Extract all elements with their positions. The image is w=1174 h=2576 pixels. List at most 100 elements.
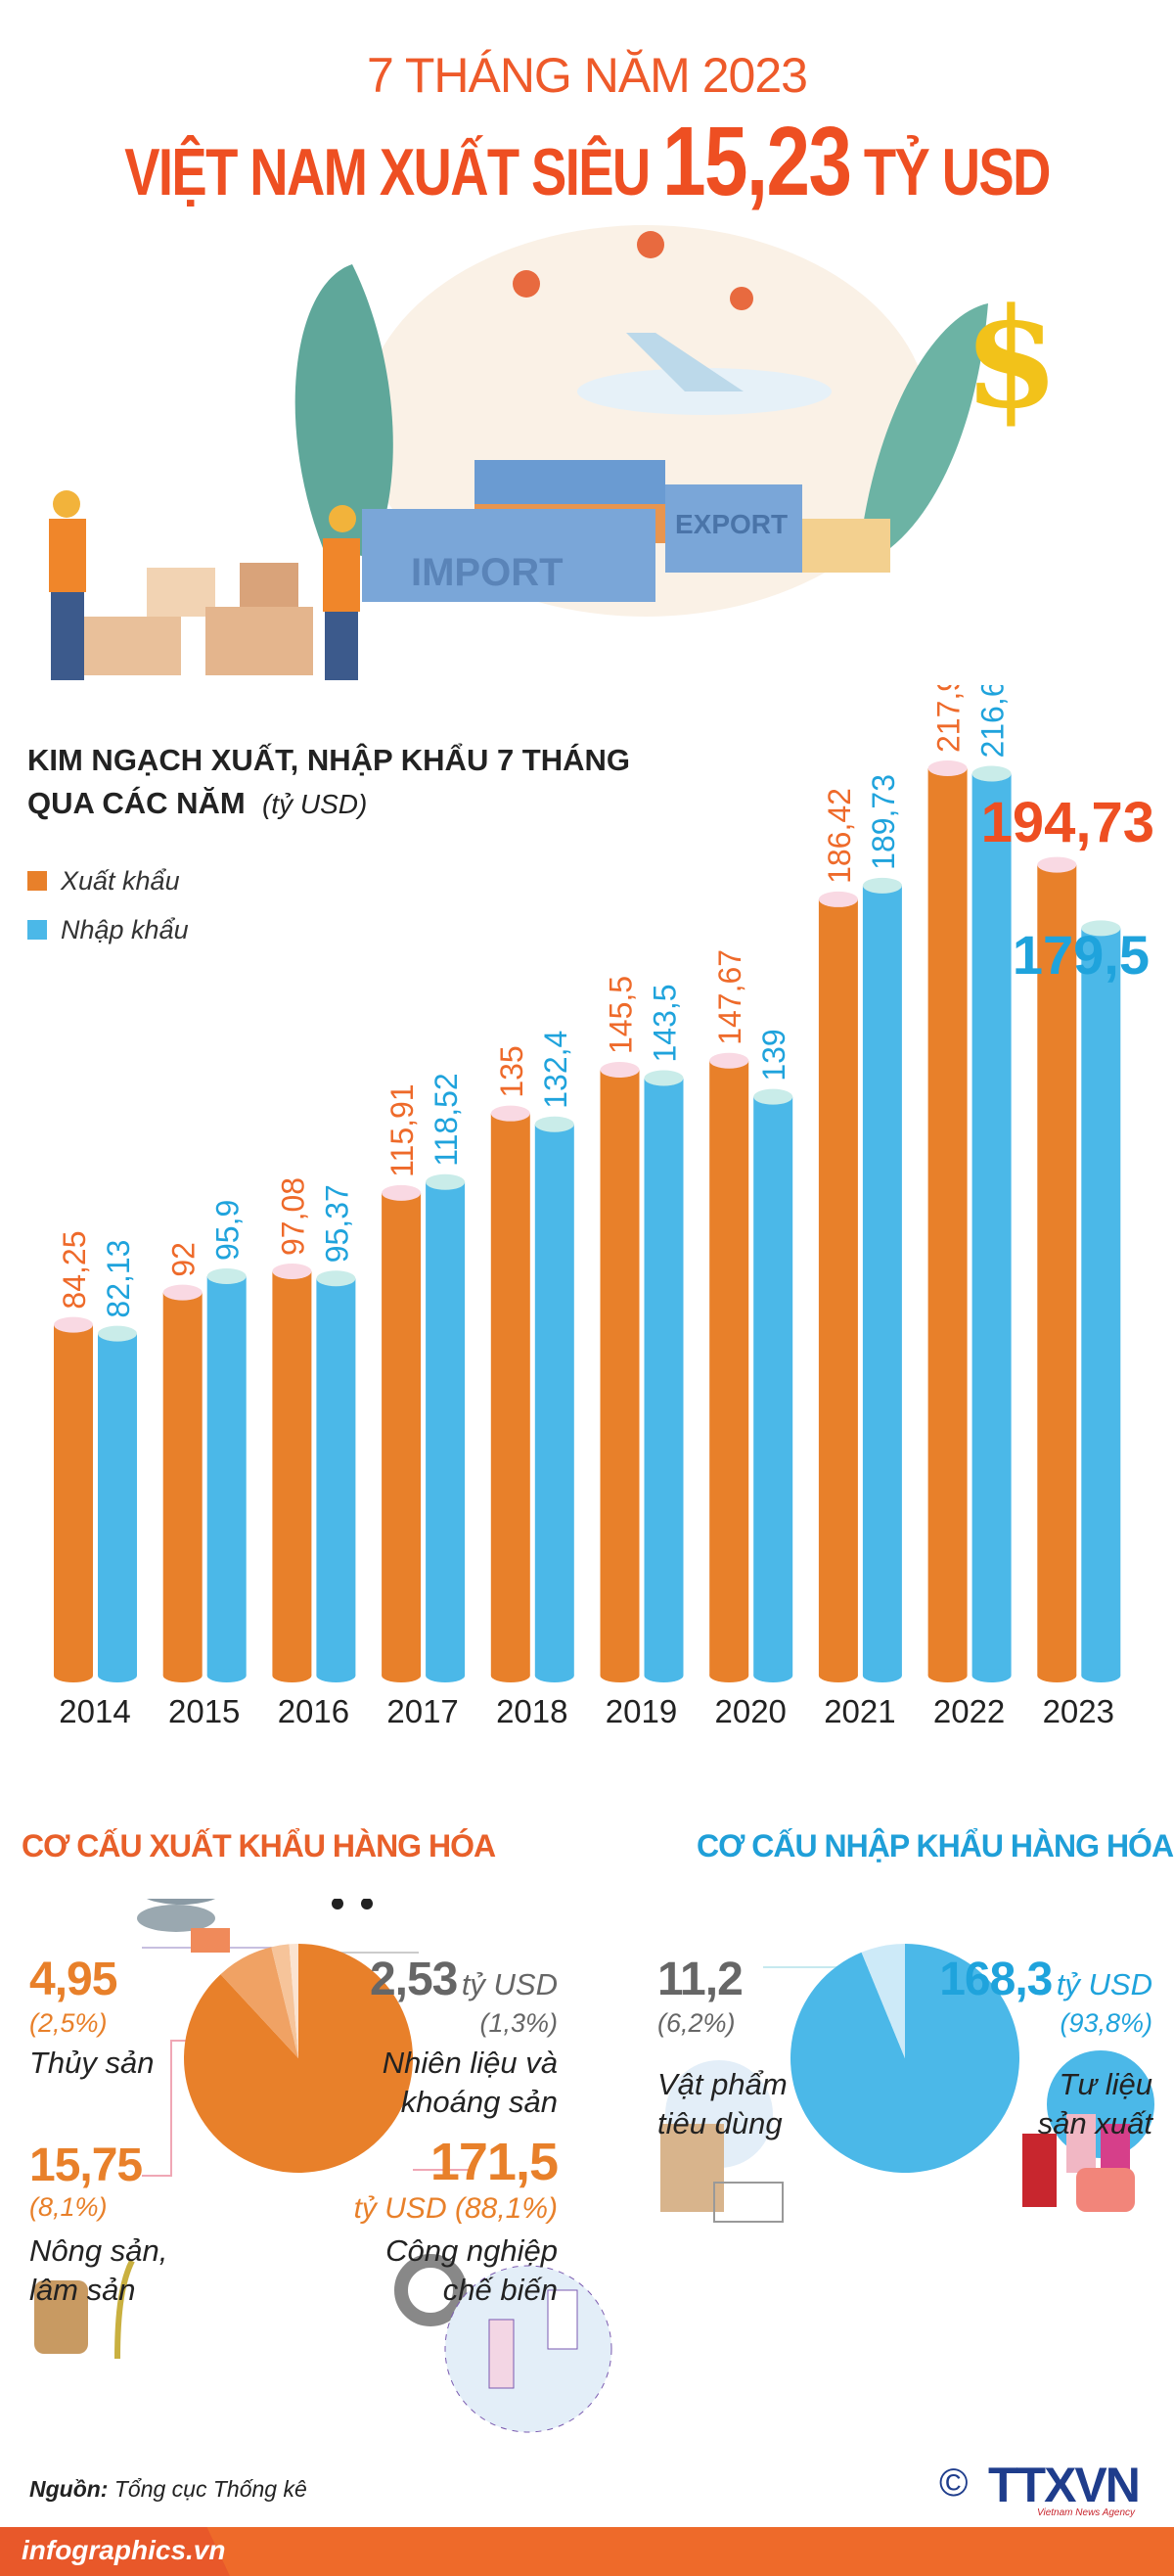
production-value-number: 168,3 <box>939 1954 1053 2005</box>
import-container <box>362 509 655 602</box>
bar-base <box>534 1669 574 1682</box>
bar-base <box>272 1669 312 1682</box>
industry-icon <box>394 2254 612 2433</box>
agri-label-line1: Nông sản, <box>29 2233 168 2268</box>
bar-base <box>971 1669 1012 1682</box>
fuel-label-line2: khoáng sản <box>400 2085 558 2119</box>
x-tick-label-2017: 2017 <box>386 1693 458 1729</box>
bar-base <box>98 1669 137 1682</box>
bar-cap <box>709 1052 749 1069</box>
export-pie-slice-3 <box>289 1944 298 2058</box>
fishery-value: 4,95 <box>29 1954 117 2005</box>
x-tick-label-2018: 2018 <box>496 1693 567 1729</box>
bar-import-2018 <box>534 1124 574 1676</box>
fishery-label: Thủy sản <box>29 2046 155 2080</box>
dollar-icon: $ <box>964 279 1059 439</box>
footer-site-tab <box>0 2527 230 2576</box>
ttxvn-logo: TTXVN <box>988 2458 1141 2512</box>
data-label-import-2019: 143,5 <box>648 984 683 1062</box>
export-structure-title: CƠ CẤU XUẤT KHẨU HÀNG HÓA <box>22 1828 496 1863</box>
bar-base <box>927 1669 968 1682</box>
agri-pct: (8,1%) <box>29 2192 108 2222</box>
agri-value: 15,75 <box>29 2139 143 2191</box>
bar-base <box>709 1669 749 1682</box>
plant-left-icon <box>294 264 393 558</box>
data-label-import-2014: 82,13 <box>101 1240 136 1318</box>
import-label: IMPORT <box>411 551 564 594</box>
thread-spools-icon <box>1022 2050 1154 2212</box>
data-label-import-2015: 95,9 <box>210 1200 246 1261</box>
bar-cap <box>1037 856 1077 873</box>
coal-cart-icon <box>332 1899 373 1909</box>
pie-charts <box>34 1899 1154 2433</box>
bar-import-2016 <box>316 1278 356 1676</box>
chart-legend: Xuất khẩu Nhập khẩu <box>27 856 189 954</box>
production-unit: tỷ USD <box>1056 1967 1152 2001</box>
bar-base <box>426 1669 466 1682</box>
bar-export-2016 <box>272 1270 312 1676</box>
truck-cab <box>802 519 890 573</box>
bar-cap <box>971 765 1012 782</box>
bar-cap <box>927 760 968 776</box>
trade-illustration: IMPORT EXPORT $ <box>49 225 1059 680</box>
legend-swatch-import <box>27 920 47 940</box>
data-label-export-2019: 145,5 <box>604 976 639 1054</box>
food-icons <box>137 1899 230 1953</box>
grocery-basket-icon <box>660 2060 784 2223</box>
import-pie-slice-1 <box>861 1944 905 2058</box>
bar-import-2022 <box>971 773 1012 1676</box>
data-label-import-2022: 216,6 <box>975 685 1011 759</box>
data-label-import-2021: 189,73 <box>866 774 901 870</box>
export-label: EXPORT <box>675 509 788 539</box>
x-tick-label-2021: 2021 <box>824 1693 895 1729</box>
bar-cap <box>272 1263 312 1279</box>
bar-import-2020 <box>753 1096 793 1676</box>
bar-cap <box>162 1284 203 1301</box>
production-label-line2: sản xuất <box>1037 2106 1152 2140</box>
legend-item-export: Xuất khẩu <box>27 856 189 905</box>
chart-unit: (tỷ USD) <box>261 789 368 819</box>
fuel-value-number: 2,53 <box>369 1954 458 2005</box>
chart-title: KIM NGẠCH XUẤT, NHẬP KHẨU 7 THÁNG QUA CÁ… <box>27 739 630 826</box>
bar-export-2021 <box>818 898 858 1676</box>
data-label-import-2020: 139 <box>756 1029 791 1081</box>
title-unit: TỶ USD <box>863 135 1051 209</box>
bar-base <box>862 1669 902 1682</box>
bar-export-2019 <box>600 1070 640 1676</box>
x-tick-label-2014: 2014 <box>59 1693 130 1729</box>
bar-cap <box>426 1173 466 1190</box>
bar-cap <box>818 891 858 907</box>
agri-label: Nông sản, lâm sản <box>29 2231 167 2310</box>
bar-import-2021 <box>862 885 902 1676</box>
legend-item-import: Nhập khẩu <box>27 905 189 954</box>
x-tick-label-2020: 2020 <box>714 1693 786 1729</box>
x-tick-label-2015: 2015 <box>168 1693 240 1729</box>
data-label-import-2018: 132,4 <box>538 1031 573 1109</box>
bar-export-2014 <box>54 1324 93 1676</box>
site-link[interactable]: infographics.vn <box>22 2535 226 2565</box>
bar-cap <box>206 1268 247 1285</box>
bar-base <box>316 1669 356 1682</box>
chart-title-line1: KIM NGẠCH XUẤT, NHẬP KHẨU 7 THÁNG <box>27 743 631 777</box>
data-label-import-2016: 95,37 <box>319 1184 354 1263</box>
data-label-import-2017: 118,52 <box>429 1073 464 1167</box>
x-tick-label-2023: 2023 <box>1043 1693 1114 1729</box>
trade-surplus-value: 15,23 <box>662 107 852 216</box>
processing-pct: tỷ USD (88,1%) <box>294 2192 558 2226</box>
bar-chart: 84,25 82,13 2014 92 95,9 2015 97,08 95,37 2016 11… <box>54 685 1154 1729</box>
page-title: VIỆT NAM XUẤT SIÊU 15,23 TỶ USD <box>117 113 1057 216</box>
bar-export-2020 <box>709 1060 749 1676</box>
consumer-label-line2: tiêu dùng <box>657 2106 783 2140</box>
bar-base <box>206 1669 247 1682</box>
bar-export-2022 <box>927 768 968 1676</box>
processing-value: 171,5 <box>429 2133 559 2191</box>
bar-cap <box>862 877 902 894</box>
bar-import-2017 <box>426 1181 466 1676</box>
consumer-value: 11,2 <box>657 1954 744 2005</box>
worker-icon <box>49 490 360 680</box>
ttxvn-logo-sub: Vietnam News Agency <box>1037 2507 1136 2518</box>
bar-import-2019 <box>644 1078 684 1676</box>
legend-label-export: Xuất khẩu <box>61 865 180 896</box>
bar-cap <box>316 1270 356 1287</box>
production-label: Tư liệu sản xuất <box>900 2065 1152 2143</box>
